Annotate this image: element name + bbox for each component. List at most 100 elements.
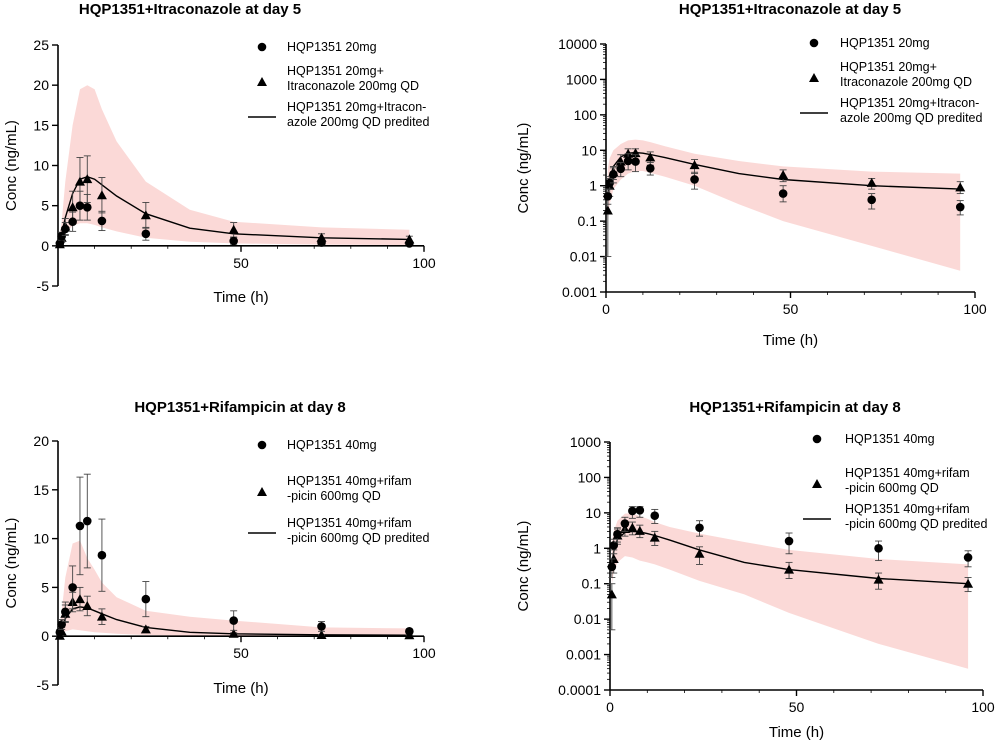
legend-label: HQP1351 20mg bbox=[287, 40, 377, 54]
data-point-triangle bbox=[784, 564, 795, 574]
y-tick-label: 1 bbox=[589, 178, 597, 194]
data-point-triangle bbox=[140, 210, 151, 220]
data-point-circle bbox=[695, 523, 704, 533]
data-point-circle bbox=[784, 536, 794, 546]
data-point-circle bbox=[57, 620, 66, 629]
data-point-triangle bbox=[689, 160, 700, 170]
chart-panel-1: HQP1351+Itraconazole at day 5 -5 0 5 10 15 20 2… bbox=[3, 1, 436, 306]
data-point-circle bbox=[603, 192, 613, 201]
x-tick-label: 0 bbox=[602, 301, 610, 317]
legend-label: HQP1351 20mg+ bbox=[840, 60, 937, 74]
y-axis-label: Conc (ng/mL) bbox=[3, 518, 20, 609]
legend-label: -picin 600mg QD predited bbox=[287, 531, 429, 545]
y-tick-label: 10000 bbox=[558, 36, 597, 52]
data-point-triangle bbox=[96, 190, 107, 200]
y-tick-label: 0.1 bbox=[582, 576, 602, 592]
y-tick-label: 0.1 bbox=[578, 213, 598, 229]
data-point-triangle bbox=[316, 630, 327, 640]
data-point-triangle bbox=[67, 202, 78, 212]
y-tick-label: 100 bbox=[574, 107, 598, 123]
y-tick-label: 1000 bbox=[570, 434, 601, 450]
legend-label: HQP1351 40mg+rifam bbox=[287, 474, 412, 488]
y-tick-label: 15 bbox=[33, 482, 49, 498]
x-tick-label: 100 bbox=[412, 645, 436, 661]
data-point-triangle bbox=[866, 177, 877, 187]
x-tick-label: 50 bbox=[783, 301, 799, 317]
y-tick-label: 10 bbox=[585, 505, 601, 521]
legend-marker-circle bbox=[257, 42, 267, 52]
y-tick-label: 0.01 bbox=[574, 611, 601, 627]
data-point-circle bbox=[141, 229, 151, 239]
predicted-line bbox=[607, 151, 961, 194]
chart-title: HQP1351+Rifampicin at day 8 bbox=[134, 399, 345, 416]
x-axis-label: Time (h) bbox=[763, 332, 818, 349]
legend-label: HQP1351 20mg+ bbox=[287, 64, 384, 78]
y-tick-label: 5 bbox=[41, 579, 49, 595]
legend: HQP1351 20mg HQP1351 20mg+Itraconazole 20… bbox=[800, 36, 982, 125]
data-point-circle bbox=[607, 562, 617, 572]
data-point-triangle bbox=[623, 148, 634, 158]
data-point-circle bbox=[963, 553, 973, 562]
y-axis-label: Conc (ng/mL) bbox=[515, 123, 532, 214]
x-tick-label: 100 bbox=[971, 699, 995, 715]
data-point-circle bbox=[97, 550, 107, 560]
data-point-circle bbox=[616, 164, 626, 174]
data-point-circle bbox=[609, 169, 618, 179]
data-point-circle bbox=[635, 506, 645, 515]
legend-label: HQP1351 40mg+rifam bbox=[287, 516, 412, 530]
data-point-circle bbox=[75, 201, 85, 210]
data-point-circle bbox=[645, 164, 655, 173]
data-point-circle bbox=[620, 519, 630, 528]
chart-panel-4: HQP1351+Rifampicin at day 8 0.0001 0.001 0.… bbox=[515, 399, 995, 741]
x-tick-label: 0 bbox=[606, 699, 614, 715]
data-point-circle bbox=[650, 511, 660, 521]
data-point-triangle bbox=[82, 174, 93, 184]
chart-panel-2: HQP1351+Itraconazole at day 5 0.001 0.01 0.… bbox=[515, 1, 987, 349]
legend-label: HQP1351 20mg+Itracon- bbox=[287, 100, 426, 114]
data-point-triangle bbox=[608, 553, 619, 563]
data-point-circle bbox=[68, 217, 77, 227]
prediction-band bbox=[611, 513, 969, 669]
y-tick-label: -5 bbox=[37, 278, 50, 294]
data-point-circle bbox=[609, 541, 619, 550]
data-point-triangle bbox=[963, 578, 974, 588]
data-point-circle bbox=[690, 175, 699, 184]
y-axis-label: Conc (ng/mL) bbox=[515, 521, 532, 612]
x-tick-label: 50 bbox=[233, 255, 249, 271]
y-tick-label: 5 bbox=[41, 198, 49, 214]
data-point-circle bbox=[229, 616, 238, 625]
data-point-triangle bbox=[778, 170, 789, 180]
legend-label: HQP1351 20mg bbox=[840, 36, 930, 50]
data-point-circle bbox=[55, 239, 65, 248]
data-point-circle bbox=[57, 231, 66, 241]
legend-label: HQP1351 40mg+rifam bbox=[845, 466, 970, 480]
data-point-circle bbox=[955, 202, 965, 212]
legend-label: HQP1351 40mg+rifam bbox=[845, 502, 970, 516]
x-tick-label: 50 bbox=[233, 645, 249, 661]
data-point-circle bbox=[61, 224, 70, 234]
y-tick-label: 10 bbox=[33, 531, 49, 547]
chart-title: HQP1351+Rifampicin at day 8 bbox=[689, 399, 900, 416]
legend: HQP1351 20mg HQP1351 20mg+Itraconazole 20… bbox=[248, 40, 429, 129]
data-point-circle bbox=[631, 157, 640, 166]
data-point-triangle bbox=[602, 205, 613, 215]
chart-title: HQP1351+Itraconazole at day 5 bbox=[79, 1, 301, 18]
data-point-circle bbox=[317, 622, 326, 631]
data-point-triangle bbox=[627, 522, 638, 532]
data-point-triangle bbox=[74, 176, 85, 186]
data-point-triangle bbox=[74, 594, 85, 604]
data-point-circle bbox=[405, 627, 414, 636]
data-point-circle bbox=[405, 239, 414, 248]
y-tick-label: 0.001 bbox=[566, 647, 601, 663]
y-tick-label: 1 bbox=[593, 540, 601, 556]
data-point-circle bbox=[61, 607, 70, 617]
data-point-circle bbox=[628, 506, 637, 516]
y-tick-label: 15 bbox=[33, 117, 49, 133]
y-tick-label: 20 bbox=[33, 433, 49, 449]
legend-marker-triangle bbox=[812, 479, 822, 488]
data-point-circle bbox=[229, 236, 238, 246]
data-point-triangle bbox=[140, 624, 151, 634]
x-tick-label: 50 bbox=[789, 699, 805, 715]
